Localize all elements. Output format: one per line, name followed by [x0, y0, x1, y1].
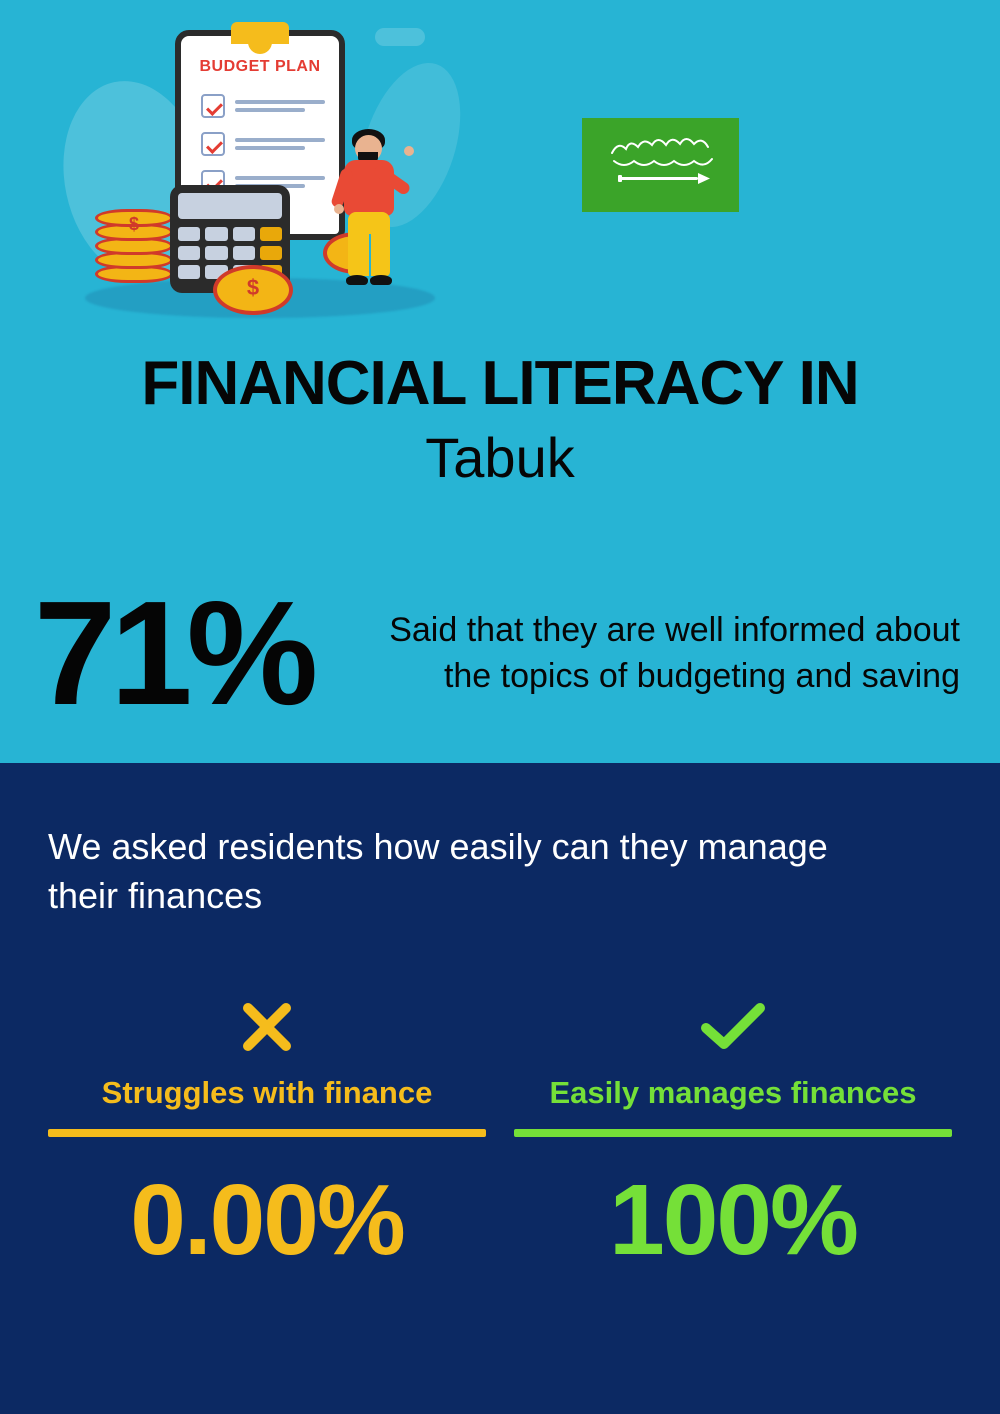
column-struggles: Struggles with finance 0.00%: [48, 998, 486, 1278]
top-section: BUDGET PLAN $ $ $: [0, 0, 1000, 763]
checklist-row: [201, 132, 325, 156]
column-divider: [48, 1129, 486, 1137]
column-label: Struggles with finance: [48, 1075, 486, 1111]
stat-percent: 71%: [34, 580, 312, 728]
budget-plan-label: BUDGET PLAN: [199, 58, 320, 76]
saudi-arabia-flag-icon: [582, 118, 739, 212]
clipboard-clip: [231, 22, 289, 44]
cloud-shape: [375, 28, 425, 46]
checklist-row: [201, 94, 325, 118]
comparison-columns: Struggles with finance 0.00% Easily mana…: [48, 998, 952, 1278]
bottom-section: We asked residents how easily can they m…: [0, 763, 1000, 1414]
title-line2: Tabuk: [0, 425, 1000, 490]
title-line1: FINANCIAL LITERACY IN: [0, 348, 1000, 419]
check-icon: [698, 998, 768, 1061]
budget-illustration: BUDGET PLAN $ $ $: [85, 20, 445, 320]
column-label: Easily manages finances: [514, 1075, 952, 1111]
cross-icon: [238, 998, 296, 1061]
column-value: 100%: [514, 1163, 952, 1278]
coin-icon: $: [213, 265, 293, 315]
page-title: FINANCIAL LITERACY IN Tabuk: [0, 348, 1000, 490]
person-figure: [330, 130, 408, 298]
question-text: We asked residents how easily can they m…: [48, 823, 868, 920]
column-manages: Easily manages finances 100%: [514, 998, 952, 1278]
headline-stat: 71% Said that they are well informed abo…: [0, 580, 1000, 728]
column-value: 0.00%: [48, 1163, 486, 1278]
infographic-page: BUDGET PLAN $ $ $: [0, 0, 1000, 1414]
column-divider: [514, 1129, 952, 1137]
stat-description: Said that they are well informed about t…: [352, 608, 960, 700]
